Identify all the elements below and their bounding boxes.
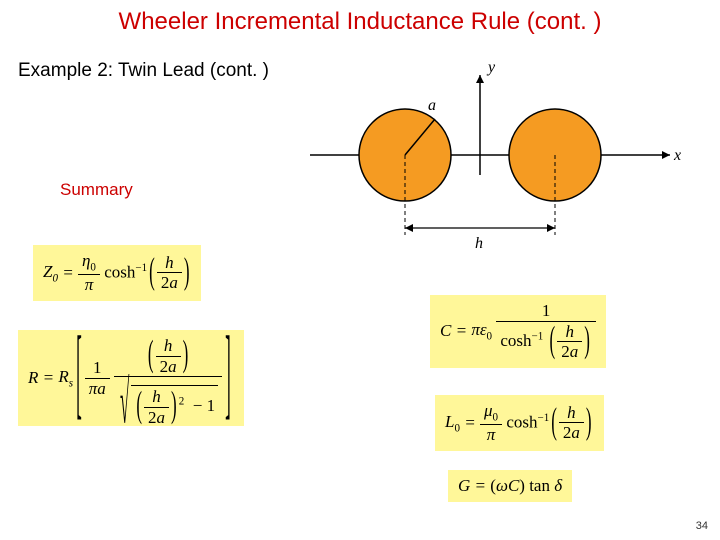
formula-z0: Z0 = η0π cosh−1 ( h2a ): [33, 245, 201, 301]
formula-l0: L0 = μ0π cosh−1 ( h2a ): [435, 395, 604, 451]
y-axis-label: y: [486, 60, 496, 76]
slide-title: Wheeler Incremental Inductance Rule (con…: [0, 8, 720, 36]
formula-g: G = (ωC) tan δ: [448, 470, 572, 502]
radius-label: a: [428, 97, 436, 114]
x-axis-label: x: [673, 147, 681, 164]
twin-lead-diagram: y x a h: [310, 60, 690, 260]
page-number: 34: [696, 520, 708, 532]
h-label: h: [475, 235, 483, 252]
summary-label: Summary: [60, 180, 133, 200]
slide: Wheeler Incremental Inductance Rule (con…: [0, 0, 720, 540]
formula-r: R = Rs [ 1πa (h2a) √ (h2a)2 − 1: [18, 330, 244, 426]
formula-c: C = πε0 1 cosh−1 (h2a): [430, 295, 606, 368]
slide-subtitle: Example 2: Twin Lead (cont. ): [18, 60, 269, 82]
